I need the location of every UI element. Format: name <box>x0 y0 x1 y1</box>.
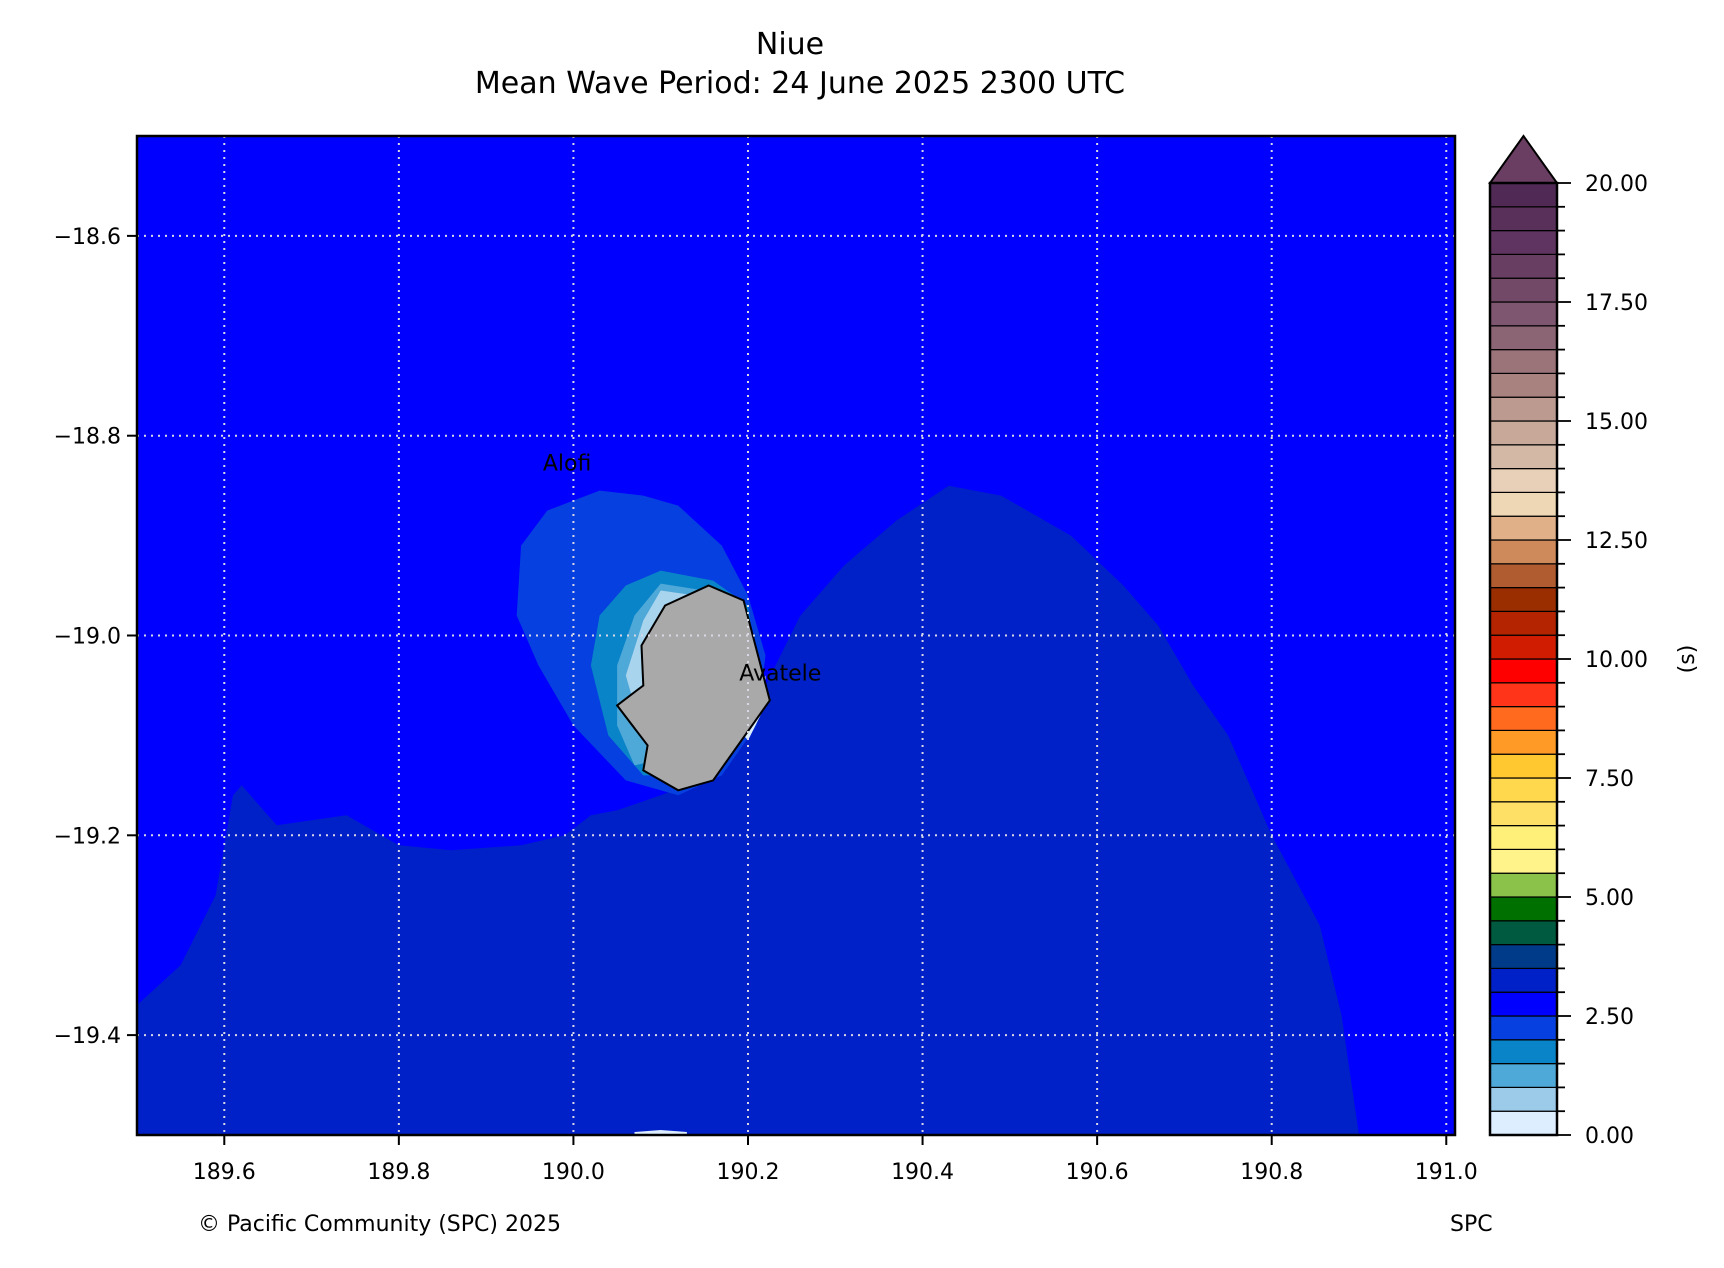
colorbar-tick-label: 7.50 <box>1585 767 1634 792</box>
colorbar-tick-label: 12.50 <box>1585 529 1648 554</box>
colorbar-band <box>1489 658 1558 684</box>
chart-subtitle: Mean Wave Period: 24 June 2025 2300 UTC <box>475 66 1125 101</box>
colorbar-band <box>1489 1015 1558 1041</box>
colorbar-band <box>1489 872 1558 898</box>
place-label-avatele: Avatele <box>739 661 821 686</box>
colorbar-band <box>1489 1086 1558 1112</box>
colorbar-band <box>1489 491 1558 517</box>
colorbar-band <box>1489 253 1558 279</box>
island-layer <box>615 584 771 792</box>
lat-tick-label: −19.4 <box>54 1024 121 1049</box>
lon-tick-label: 191.0 <box>1415 1160 1478 1185</box>
colorbar-band <box>1489 420 1558 446</box>
colorbar-tick-label: 5.00 <box>1585 886 1634 911</box>
colorbar-band <box>1489 753 1558 779</box>
longitude-ticks: 189.6 189.8 190.0 190.2 190.4 190.6 190.8 191.0 <box>193 1135 1478 1185</box>
colorbar-band <box>1489 801 1558 827</box>
colorbar-band <box>1489 468 1558 494</box>
lat-tick-label: −19.0 <box>54 625 121 650</box>
colorbar-band <box>1489 1110 1558 1136</box>
colorbar-unit-label: (s) <box>1675 645 1700 674</box>
colorbar-band <box>1489 372 1558 398</box>
colorbar-band <box>1489 920 1558 946</box>
colorbar-band <box>1489 991 1558 1017</box>
lat-tick-label: −18.8 <box>54 425 121 450</box>
map-gridlines <box>137 136 1455 1135</box>
colorbar-band <box>1489 729 1558 755</box>
colorbar-band <box>1489 206 1558 232</box>
colorbar-tick-label: 0.00 <box>1585 1124 1634 1149</box>
colorbar-band <box>1489 301 1558 327</box>
source-footer: SPC <box>1450 1212 1493 1237</box>
colorbar-band <box>1489 515 1558 541</box>
chart-title: Niue <box>756 27 824 62</box>
colorbar-band <box>1489 230 1558 256</box>
latitude-ticks: −18.6 −18.8 −19.0 −19.2 −19.4 <box>54 225 137 1049</box>
colorbar-band <box>1489 182 1558 208</box>
lon-tick-label: 189.8 <box>367 1160 430 1185</box>
colorbar-band <box>1489 777 1558 803</box>
colorbar-tick-label: 2.50 <box>1585 1005 1634 1030</box>
copyright-footer: © Pacific Community (SPC) 2025 <box>198 1212 561 1237</box>
lat-tick-label: −19.2 <box>54 824 121 849</box>
lon-tick-label: 190.2 <box>717 1160 780 1185</box>
colorbar-tick-label: 17.50 <box>1585 291 1648 316</box>
colorbar-band <box>1489 824 1558 850</box>
colorbar-band <box>1489 610 1558 636</box>
place-labels: Alofi Avatele <box>543 452 821 687</box>
lon-tick-label: 190.8 <box>1240 1160 1303 1185</box>
island-landmass <box>615 584 771 792</box>
colorbar-band <box>1489 277 1558 303</box>
colorbar-band <box>1489 943 1558 969</box>
colorbar-band <box>1489 634 1558 660</box>
lon-tick-label: 190.0 <box>542 1160 605 1185</box>
map-plot-area: Alofi Avatele 189.6 189.8 190.0 190.2 190.4 19… <box>54 134 1478 1185</box>
colorbar-band <box>1489 396 1558 422</box>
colorbar-band <box>1489 325 1558 351</box>
colorbar-tick-label: 20.00 <box>1585 172 1648 197</box>
colorbar-band <box>1489 444 1558 470</box>
colorbar-band <box>1489 896 1558 922</box>
place-label-alofi: Alofi <box>543 452 591 477</box>
lon-tick-label: 190.4 <box>891 1160 954 1185</box>
colorbar-band <box>1489 1062 1558 1088</box>
lon-tick-label: 189.6 <box>193 1160 256 1185</box>
colorbar-band <box>1489 586 1558 612</box>
colorbar-band <box>1489 1039 1558 1065</box>
lat-tick-label: −18.6 <box>54 225 121 250</box>
colorbar-band <box>1489 349 1558 375</box>
lon-tick-label: 190.6 <box>1066 1160 1129 1185</box>
colorbar-band <box>1489 705 1558 731</box>
colorbar-extend-arrow <box>1488 134 1559 184</box>
colorbar-band <box>1489 848 1558 874</box>
colorbar: 0.00 2.50 5.00 7.50 10.00 12.50 15.00 17.50 20.0… <box>1488 134 1700 1149</box>
colorbar-tick-label: 15.00 <box>1585 410 1648 435</box>
colorbar-tick-label: 10.00 <box>1585 648 1648 673</box>
colorbar-band <box>1489 539 1558 565</box>
colorbar-band <box>1489 682 1558 708</box>
colorbar-band <box>1489 967 1558 993</box>
colorbar-band <box>1489 563 1558 589</box>
contour-period-3.0-3.5 <box>137 485 1359 1135</box>
